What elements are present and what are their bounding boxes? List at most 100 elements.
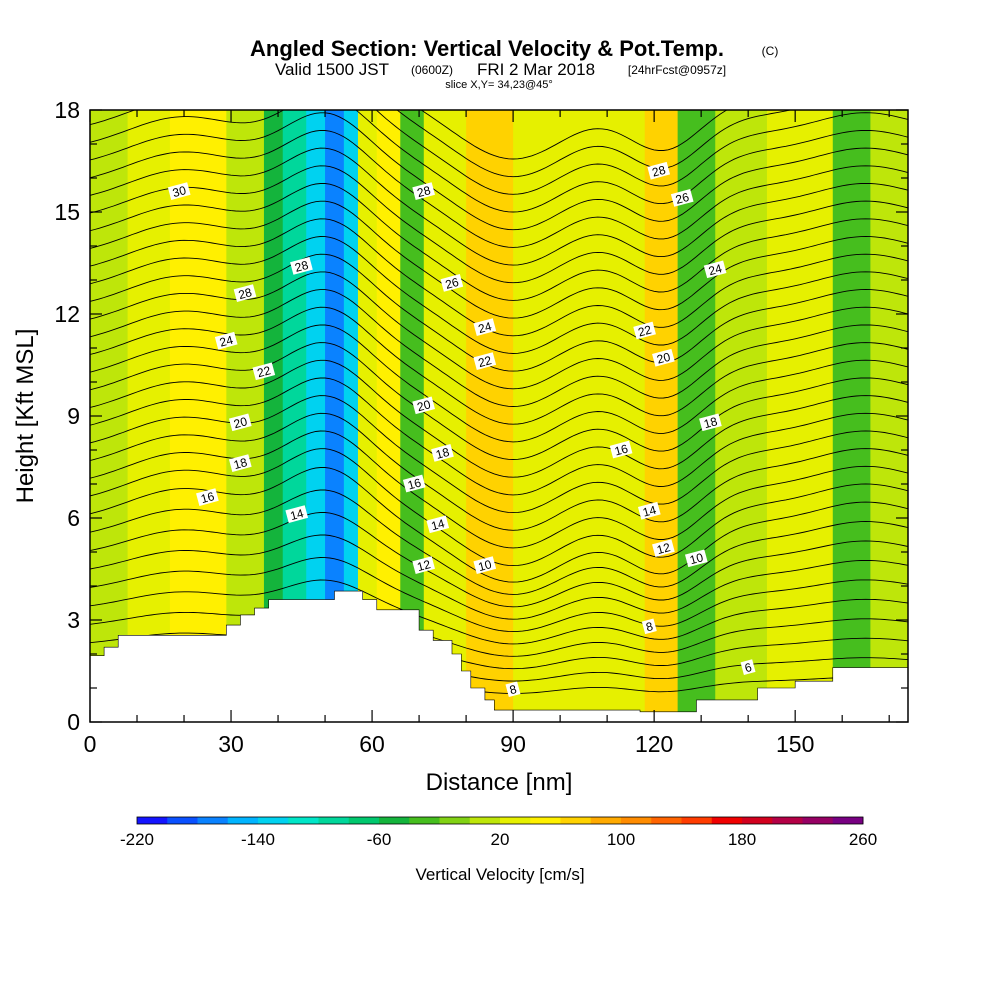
colorbar-swatch: [742, 817, 773, 824]
forecast-tag: [24hrFcst@0957z]: [628, 63, 726, 77]
contour-label: 22: [473, 352, 497, 370]
contour-label-bg: [440, 274, 464, 292]
contour-label-bg: [285, 505, 309, 523]
contour-label-bg: [647, 161, 671, 180]
contour-label-text: 22: [256, 363, 273, 380]
colorbar-swatch: [832, 817, 864, 824]
contour-label-text: 20: [232, 414, 249, 431]
contour-label-text: 24: [218, 333, 235, 350]
theta-contour-line: [90, 112, 908, 231]
velocity-band: [607, 110, 646, 722]
theta-contour-line: [90, 342, 908, 460]
contour-label-bg: [228, 413, 252, 432]
contour-label: 16: [609, 440, 633, 459]
colorbar-swatch: [258, 817, 289, 824]
velocity-band: [127, 110, 171, 722]
contour-label: 18: [699, 413, 722, 432]
colorbar-ticks: -220 -140 -60 20 100 180 260: [120, 830, 877, 849]
chart-title-tag: (C): [762, 44, 779, 58]
contour-label: 8: [641, 618, 657, 635]
colorbar-tick-label: 100: [607, 830, 635, 849]
colorbar-swatch: [621, 817, 652, 824]
contour-label-text: 22: [477, 353, 494, 370]
theta-contour-line: [90, 534, 908, 620]
theta-contour-line: [90, 165, 908, 284]
theta-contour-line: [90, 110, 908, 195]
contour-label-bg: [473, 352, 497, 370]
contour-label: 26: [440, 274, 464, 292]
contour-label-text: 10: [477, 557, 494, 574]
colorbar: [136, 816, 864, 825]
colorbar-swatch: [500, 817, 531, 824]
colorbar-swatch: [197, 817, 229, 824]
contour-label-bg: [652, 348, 675, 367]
contour-label-bg: [641, 618, 657, 635]
velocity-band: [325, 110, 345, 722]
theta-contour-line: [90, 324, 908, 443]
colorbar-swatch: [227, 817, 259, 824]
theta-contour-line: [90, 412, 908, 531]
colorbar-swatch: [681, 817, 713, 824]
x-axis-ticks: 0 30 60 90 120 150: [84, 110, 890, 757]
colorbar-tick-label: -220: [120, 830, 154, 849]
contour-label-text: 12: [416, 557, 433, 574]
contour-label: 28: [412, 182, 435, 200]
theta-contour-line: [90, 289, 908, 407]
colorbar-tick-label: 20: [491, 830, 510, 849]
colorbar-swatch: [137, 817, 168, 824]
theta-contour-line: [90, 359, 908, 478]
colorbar-swatch: [348, 817, 380, 824]
contour-label-bg: [609, 440, 633, 459]
theta-contour-line: [90, 377, 908, 496]
contour-label-bg: [670, 189, 694, 207]
contour-label-text: 8: [644, 619, 654, 634]
contour-label: 10: [473, 556, 497, 574]
contour-label-bg: [505, 681, 521, 698]
colorbar-swatch: [167, 817, 198, 824]
contour-label: 30: [167, 182, 191, 200]
contour-label-text: 28: [237, 285, 254, 302]
contour-label-bg: [412, 396, 435, 415]
contour-label-text: 8: [508, 682, 518, 697]
velocity-band: [766, 110, 834, 722]
contour-label-text: 16: [613, 441, 630, 458]
contour-label: 24: [214, 331, 238, 350]
contour-label-bg: [699, 413, 722, 432]
theta-contour-line: [90, 129, 908, 248]
theta-contour-line: [396, 110, 793, 178]
contour-label-text: 6: [743, 660, 753, 675]
theta-contour-line: [420, 110, 728, 160]
contour-label: 22: [252, 362, 276, 380]
contour-label-text: 16: [199, 489, 216, 506]
contour-label: 28: [290, 257, 313, 275]
contour-label: 18: [431, 444, 454, 462]
contour-label: 18: [228, 454, 252, 472]
colorbar-swatch: [379, 817, 410, 824]
velocity-band: [513, 110, 608, 722]
y-tick-label: 15: [54, 199, 80, 225]
colorbar-swatch: [802, 817, 834, 824]
contour-label-text: 14: [289, 506, 306, 523]
valid-utc: (0600Z): [411, 63, 453, 77]
x-tick-label: 60: [359, 731, 385, 757]
colorbar-swatch: [288, 817, 319, 824]
valid-date: FRI 2 Mar 2018: [477, 60, 595, 79]
colorbar-swatch: [711, 817, 743, 824]
y-tick-label: 3: [67, 607, 80, 633]
theta-contour-line: [90, 253, 908, 372]
velocity-band: [715, 110, 768, 722]
contour-label-bg: [703, 260, 727, 279]
contour-label-text: 18: [232, 455, 249, 472]
colorbar-tick-label: -60: [367, 830, 392, 849]
contour-label: 14: [285, 505, 309, 523]
contour-label-text: 28: [651, 163, 668, 180]
colorbar-swatch: [590, 817, 622, 824]
colorbar-label: Vertical Velocity [cm/s]: [415, 865, 584, 884]
contour-label: 20: [652, 348, 675, 367]
contour-label-bg: [196, 488, 219, 506]
theta-contour-line: [90, 602, 908, 657]
colorbar-swatch: [560, 817, 592, 824]
contour-label-bg: [740, 659, 756, 675]
colorbar-tick-label: 260: [849, 830, 877, 849]
